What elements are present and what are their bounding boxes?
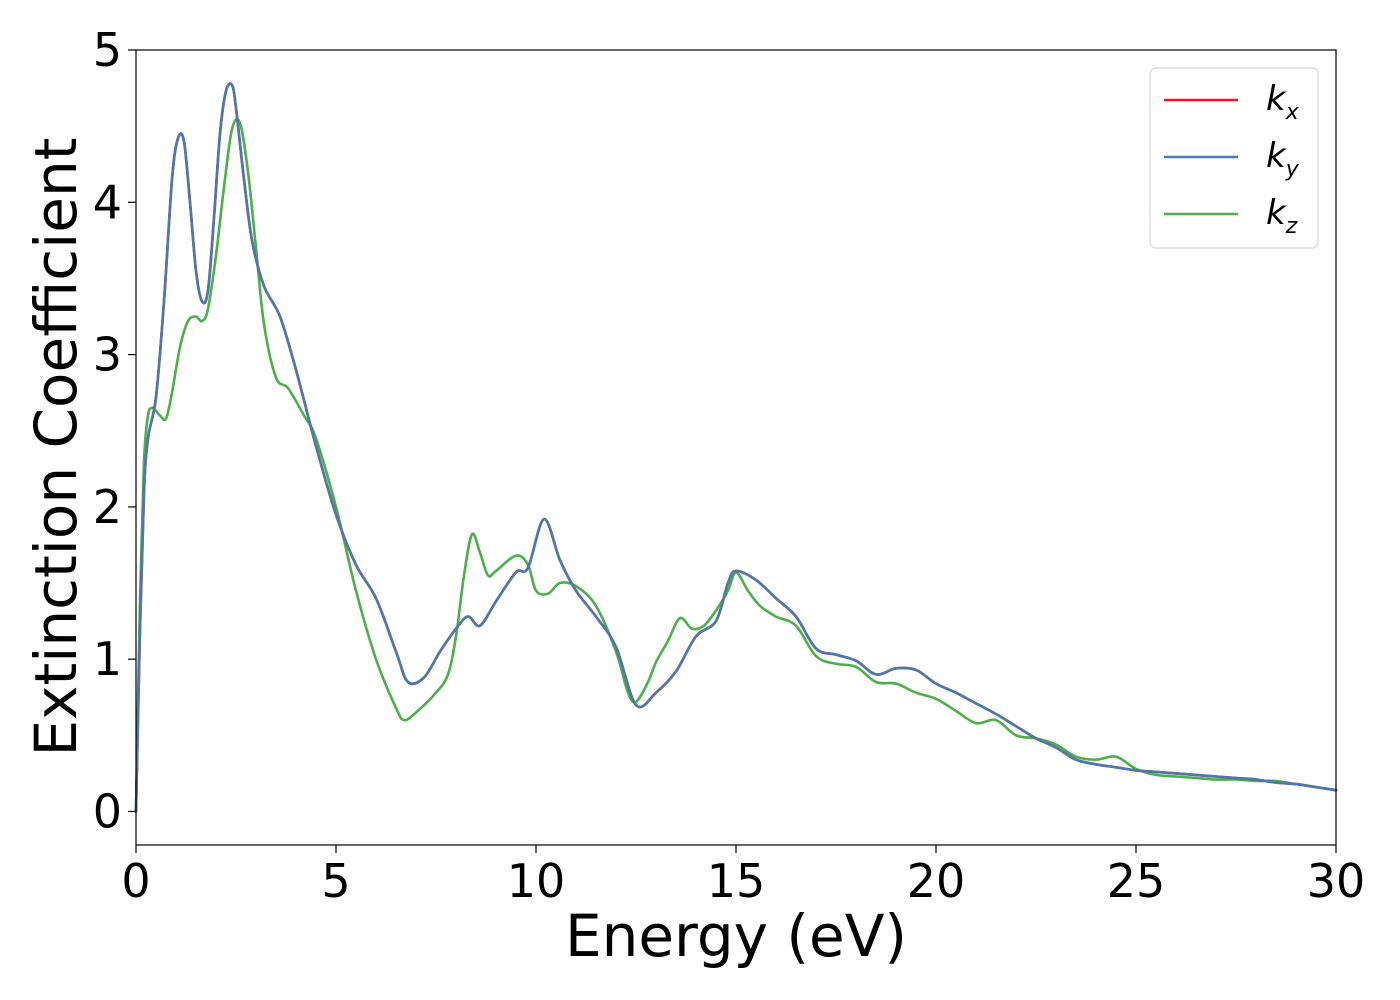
y-tick-label: 5 <box>93 23 122 77</box>
plot-area <box>136 50 1336 845</box>
x-axis: 0 5 10 15 20 25 30 <box>121 845 1365 908</box>
x-tick-label: 20 <box>907 854 966 908</box>
y-axis: 0 1 2 3 4 5 <box>93 23 136 838</box>
x-tick-label: 15 <box>707 854 766 908</box>
legend-label-x: kx <box>1266 79 1300 125</box>
x-tick-label: 5 <box>321 854 350 908</box>
y-tick-label: 3 <box>93 328 122 382</box>
legend: kx ky kz <box>1149 67 1319 249</box>
series-line-y <box>134 82 1338 813</box>
y-tick-label: 2 <box>93 480 122 534</box>
y-tick-label: 0 <box>93 784 122 838</box>
x-tick-label: 30 <box>1307 854 1366 908</box>
x-axis-label: Energy (eV) <box>565 902 907 970</box>
y-tick-label: 1 <box>93 632 122 686</box>
y-tick-label: 4 <box>93 175 122 229</box>
x-tick-label: 25 <box>1107 854 1166 908</box>
series-layer <box>134 82 1338 813</box>
legend-label-z: kz <box>1266 193 1298 239</box>
legend-label-y: ky <box>1266 136 1300 182</box>
x-tick-label: 10 <box>507 854 566 908</box>
y-axis-label: Extinction Coefficient <box>22 138 90 757</box>
x-tick-label: 0 <box>121 854 150 908</box>
